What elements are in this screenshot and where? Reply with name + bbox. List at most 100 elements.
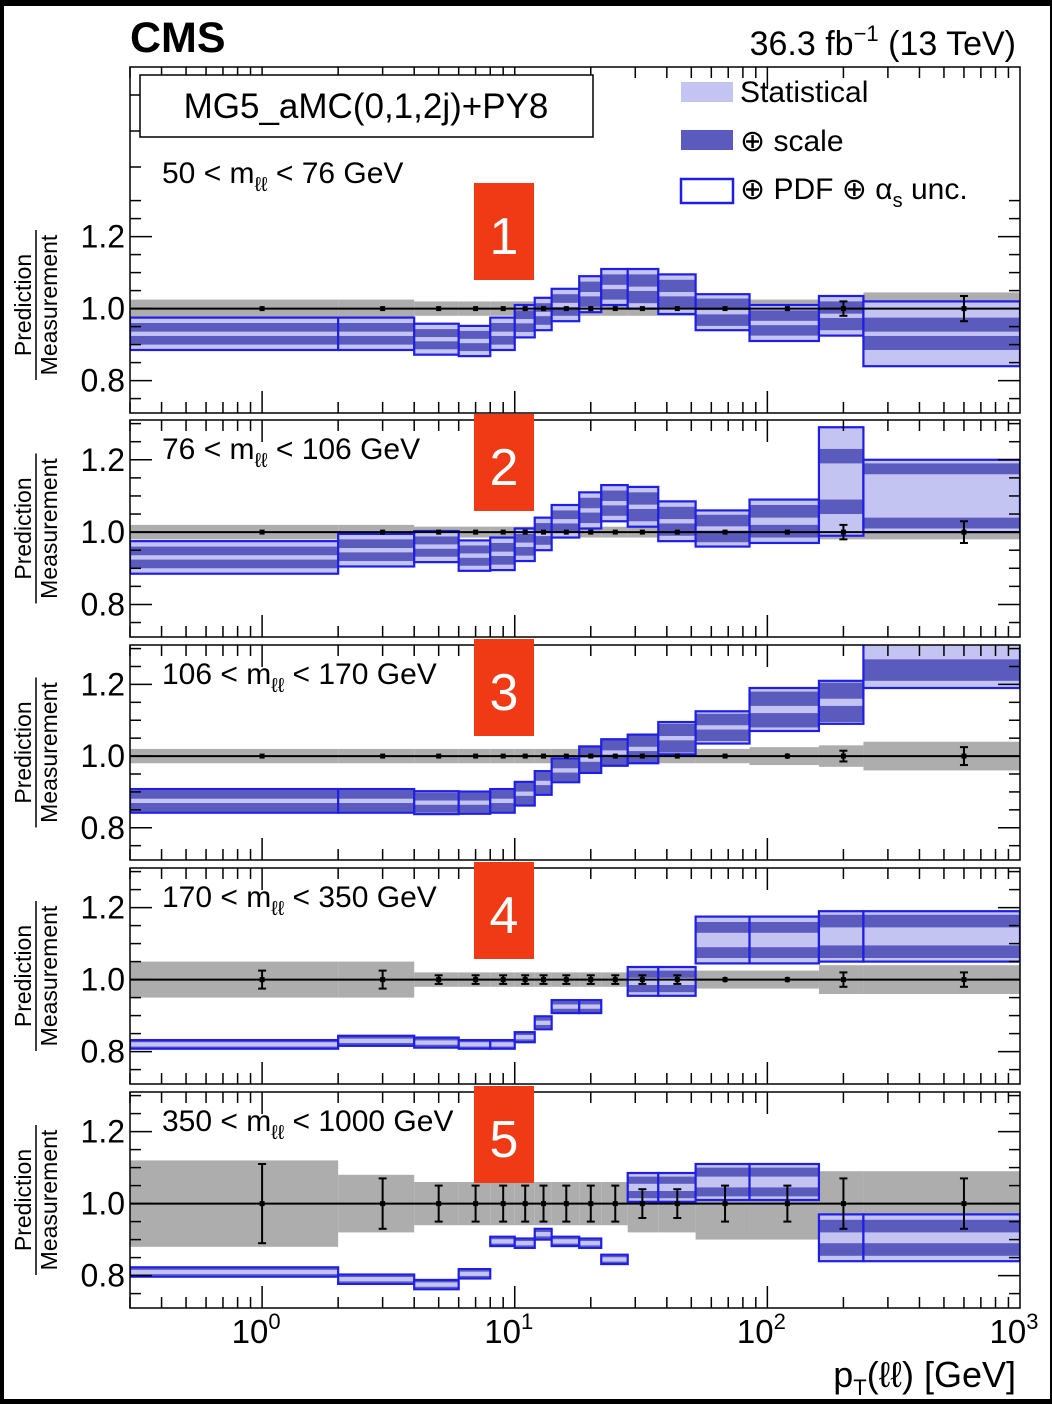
measurement-point bbox=[541, 529, 547, 535]
prediction-stat-band bbox=[818, 1232, 864, 1244]
y-tick-label: 0.8 bbox=[81, 1258, 125, 1294]
prediction-stat-band bbox=[534, 780, 552, 786]
measurement-point bbox=[961, 977, 967, 983]
mass-range-post: < 170 GeV bbox=[284, 658, 437, 691]
prediction-stat-band bbox=[749, 932, 819, 948]
prediction-stat-band bbox=[490, 798, 515, 804]
cms-label: CMS bbox=[130, 14, 226, 62]
y-axis-title-denominator: Measurement bbox=[36, 1129, 62, 1270]
prediction-pdf-outline bbox=[862, 645, 1020, 690]
y-axis-title-numerator: Prediction bbox=[10, 477, 36, 579]
legend-pdf-suffix: unc. bbox=[903, 173, 968, 206]
measurement-point bbox=[674, 753, 680, 759]
prediction-pdf-outline bbox=[457, 1268, 492, 1280]
mass-range-sub: ℓℓ bbox=[255, 174, 268, 196]
x-axis-title-main: p bbox=[833, 1354, 853, 1395]
prediction-pdf-outline bbox=[657, 965, 697, 997]
y-tick-label: 1.2 bbox=[81, 442, 125, 478]
prediction-stat-band bbox=[695, 310, 750, 315]
measurement-point bbox=[961, 1201, 967, 1207]
y-tick-label: 0.8 bbox=[81, 1034, 125, 1070]
prediction-stat-band bbox=[695, 1176, 750, 1188]
measurement-point bbox=[674, 529, 680, 535]
legend-scale-label: ⊕ scale bbox=[740, 125, 844, 158]
mass-range-label: 106 < mℓℓ < 170 GeV bbox=[162, 658, 437, 697]
prediction-pdf-outline bbox=[817, 679, 865, 725]
measurement-point bbox=[588, 306, 594, 312]
prediction-stat-band bbox=[414, 544, 459, 549]
measurement-point bbox=[563, 753, 569, 759]
luminosity-energy: (13 TeV) bbox=[879, 25, 1016, 63]
mass-range-post: < 1000 GeV bbox=[284, 1105, 453, 1138]
y-axis-title-denominator: Measurement bbox=[36, 905, 62, 1046]
measurement-point bbox=[563, 977, 569, 983]
generator-label: MG5_aMC(0,1,2j)+PY8 bbox=[184, 87, 549, 126]
prediction-stat-band bbox=[579, 757, 602, 762]
prediction-stat-band bbox=[551, 519, 580, 524]
measurement-point bbox=[674, 1201, 680, 1207]
prediction-stat-band bbox=[601, 284, 628, 290]
panel-number-badge bbox=[474, 862, 534, 959]
measurement-point bbox=[380, 753, 386, 759]
measurement-point bbox=[380, 306, 386, 312]
panel-number-label: 2 bbox=[490, 439, 519, 497]
prediction-pdf-outline bbox=[600, 1253, 629, 1266]
x-tick-base: 10 bbox=[737, 1313, 774, 1350]
prediction-stat-band bbox=[863, 645, 1020, 660]
prediction-stat-band bbox=[458, 553, 491, 558]
measurement-point bbox=[784, 977, 790, 983]
prediction-stat-band bbox=[627, 746, 659, 752]
x-tick-base: 10 bbox=[990, 1313, 1027, 1350]
prediction-pdf-outline bbox=[533, 1227, 553, 1241]
prediction-stat-band bbox=[627, 1183, 659, 1191]
measurement-point bbox=[259, 1201, 265, 1207]
measurement-point bbox=[500, 1201, 506, 1207]
panel-data bbox=[130, 1160, 1020, 1291]
mass-range-sub: ℓℓ bbox=[271, 1122, 284, 1144]
mass-range-sub: ℓℓ bbox=[271, 898, 284, 920]
prediction-pdf-outline bbox=[862, 910, 1020, 963]
prediction-stat-band bbox=[818, 698, 864, 706]
measurement-point bbox=[840, 306, 846, 312]
mass-range-post: < 350 GeV bbox=[284, 881, 437, 914]
measurement-point bbox=[722, 1201, 728, 1207]
measurement-point bbox=[436, 753, 442, 759]
prediction-stat-band bbox=[534, 311, 552, 317]
measurement-point bbox=[639, 306, 645, 312]
panel-frame bbox=[129, 644, 1021, 861]
panel-frame bbox=[129, 419, 1021, 638]
legend-statistical-label: Statistical bbox=[740, 76, 868, 109]
mass-range-label: 350 < mℓℓ < 1000 GeV bbox=[162, 1105, 453, 1144]
measurement-point bbox=[473, 529, 479, 535]
panel-frame bbox=[129, 66, 1021, 414]
measurement-point bbox=[588, 977, 594, 983]
mass-range-pre: 170 < m bbox=[162, 881, 271, 914]
x-tick-label: 102 bbox=[737, 1309, 786, 1350]
y-tick-label: 1.0 bbox=[81, 738, 125, 774]
mass-range-label: 170 < mℓℓ < 350 GeV bbox=[162, 881, 437, 920]
measurement-point bbox=[541, 977, 547, 983]
prediction-stat-band bbox=[658, 292, 696, 297]
measurement-point bbox=[840, 1201, 846, 1207]
y-tick-label: 0.8 bbox=[81, 363, 125, 399]
panel-data bbox=[130, 426, 1020, 575]
prediction-stat-band bbox=[579, 1241, 602, 1246]
measurement-point bbox=[784, 753, 790, 759]
y-axis-title: Prediction Measurement bbox=[10, 901, 62, 1051]
mass-range-pre: 106 < m bbox=[162, 658, 271, 691]
measurement-point bbox=[541, 753, 547, 759]
measurement-point bbox=[588, 529, 594, 535]
measurement-point bbox=[380, 1201, 386, 1207]
measurement-point bbox=[840, 529, 846, 535]
prediction-stat-band bbox=[534, 1020, 552, 1025]
prediction-stat-band bbox=[863, 331, 1020, 336]
prediction-stat-band bbox=[551, 768, 580, 773]
prediction-stat-band bbox=[627, 286, 659, 291]
prediction-pdf-outline bbox=[489, 1038, 516, 1050]
prediction-stat-band bbox=[818, 927, 864, 946]
x-tick-base: 10 bbox=[484, 1313, 521, 1350]
measurement-point bbox=[588, 1201, 594, 1207]
measurement-point bbox=[436, 977, 442, 983]
legend-statistical-swatch bbox=[681, 82, 733, 102]
legend-pdf-prefix: ⊕ PDF ⊕ α bbox=[740, 173, 893, 206]
